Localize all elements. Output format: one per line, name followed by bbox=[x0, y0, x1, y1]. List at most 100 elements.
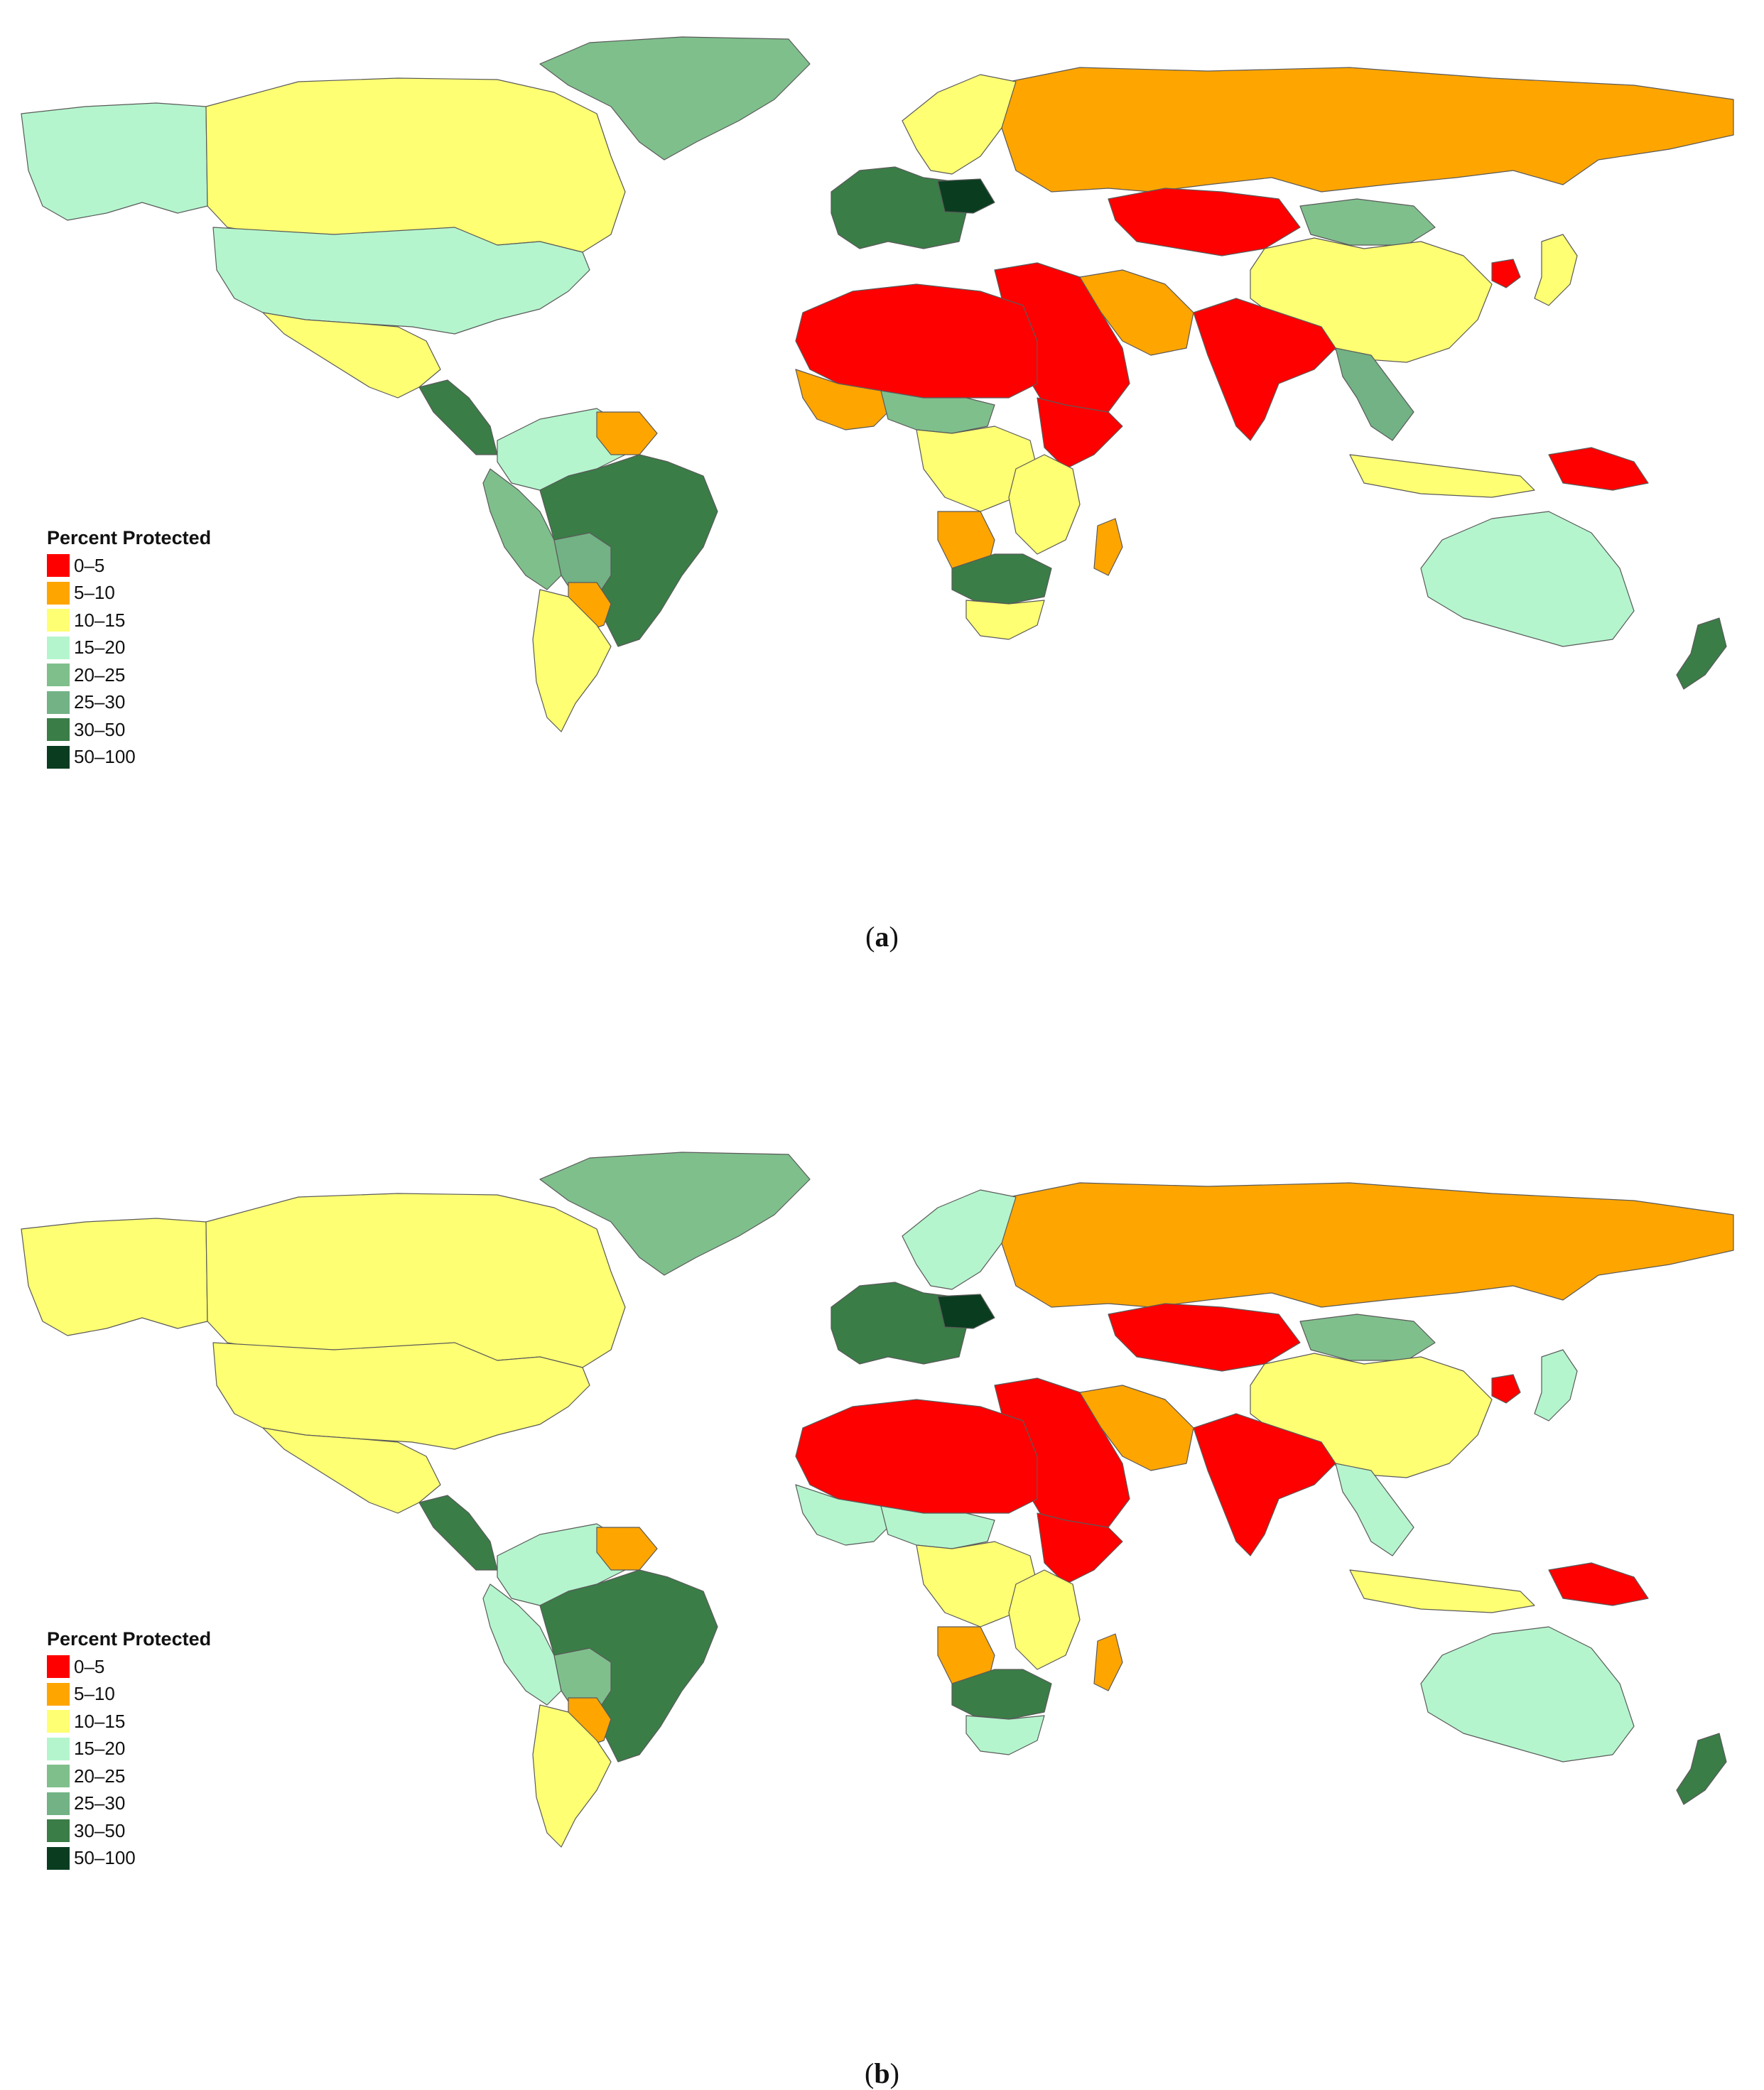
panel-caption-a: (a) bbox=[865, 921, 899, 953]
legend-item: 30–50 bbox=[47, 1817, 211, 1845]
region-madagascar bbox=[1093, 1633, 1123, 1691]
legend-item: 5–10 bbox=[47, 1681, 211, 1709]
region-horn-of-africa bbox=[1037, 1512, 1123, 1585]
region-russia bbox=[1001, 1182, 1734, 1308]
region-guianas bbox=[596, 411, 658, 455]
legend-item: 30–50 bbox=[47, 716, 211, 744]
region-argentina bbox=[532, 1704, 612, 1848]
legend-item: 25–30 bbox=[47, 1790, 211, 1818]
legend-swatch bbox=[47, 1655, 70, 1679]
region-mongolia bbox=[1299, 198, 1436, 246]
region-west-africa bbox=[795, 1484, 889, 1546]
region-argentina bbox=[532, 589, 612, 732]
region-east-africa bbox=[1008, 1569, 1081, 1670]
region-guianas bbox=[596, 1527, 658, 1571]
region-south-asia bbox=[1193, 1413, 1336, 1556]
region-bolivia bbox=[553, 1647, 612, 1713]
region-north-africa bbox=[795, 283, 1038, 399]
legend-label: 5–10 bbox=[74, 1683, 115, 1705]
legend-a: Percent Protected 0–5 5–10 10–15 15–20 20–25… bbox=[47, 527, 211, 771]
legend-item: 15–20 bbox=[47, 634, 211, 662]
region-new-guinea bbox=[1548, 447, 1649, 491]
region-iran bbox=[1079, 269, 1194, 356]
panel-label: a bbox=[875, 921, 889, 953]
region-bolivia bbox=[553, 532, 612, 597]
region-japan bbox=[1534, 234, 1578, 306]
legend-swatch bbox=[47, 1819, 70, 1843]
legend-label: 10–15 bbox=[74, 1710, 126, 1732]
legend-label: 20–25 bbox=[74, 1765, 126, 1787]
legend-swatch bbox=[47, 1765, 70, 1788]
legend-label: 0–5 bbox=[74, 1655, 105, 1677]
legend-title: Percent Protected bbox=[47, 527, 212, 548]
region-alaska bbox=[21, 102, 208, 221]
region-peru-ecuador bbox=[482, 468, 562, 590]
region-indonesia bbox=[1349, 454, 1535, 498]
region-southeast-asia bbox=[1335, 347, 1414, 441]
legend-swatch bbox=[47, 636, 70, 659]
panel-caption-b: (b) bbox=[865, 2057, 899, 2089]
legend-swatch bbox=[47, 554, 70, 578]
region-south-asia bbox=[1193, 298, 1336, 441]
region-sahel bbox=[880, 1505, 995, 1549]
region-sahel bbox=[880, 390, 995, 434]
region-alaska bbox=[21, 1218, 208, 1336]
map-panel-b: Percent Protected 0–5 5–10 10–15 15–20 20–25… bbox=[0, 1115, 1764, 2089]
region-australia bbox=[1420, 511, 1635, 647]
legend-item: 50–100 bbox=[47, 1845, 211, 1873]
region-scandinavia bbox=[902, 1189, 1017, 1290]
map-panel-a: Percent Protected 0–5 5–10 10–15 15–20 20–25… bbox=[0, 0, 1764, 1030]
legend-item: 0–5 bbox=[47, 1653, 211, 1681]
legend-label: 0–5 bbox=[74, 554, 105, 576]
legend-item: 10–15 bbox=[47, 1708, 211, 1736]
legend-label: 50–100 bbox=[74, 1847, 136, 1869]
region-southern-africa bbox=[951, 1669, 1052, 1720]
region-southeast-asia bbox=[1335, 1463, 1414, 1556]
region-south-africa bbox=[965, 600, 1045, 640]
legend-swatch bbox=[47, 718, 70, 742]
legend-item: 0–5 bbox=[47, 552, 211, 580]
region-indonesia bbox=[1349, 1569, 1535, 1613]
region-horn-of-africa bbox=[1037, 397, 1123, 470]
region-korea-north bbox=[1491, 1374, 1521, 1404]
legend-swatch bbox=[47, 745, 70, 769]
region-mongolia bbox=[1299, 1314, 1436, 1361]
legend-swatch bbox=[47, 1682, 70, 1706]
legend-swatch bbox=[47, 609, 70, 632]
region-scandinavia bbox=[902, 74, 1017, 175]
legend-label: 25–30 bbox=[74, 1792, 126, 1814]
region-canada bbox=[205, 77, 626, 253]
region-usa bbox=[212, 1342, 590, 1450]
region-australia bbox=[1420, 1626, 1635, 1763]
region-new-zealand bbox=[1676, 617, 1727, 690]
region-usa bbox=[212, 227, 590, 335]
region-japan bbox=[1534, 1349, 1578, 1422]
legend-swatch bbox=[47, 1846, 70, 1870]
legend-swatch bbox=[47, 691, 70, 714]
region-poland bbox=[937, 1294, 995, 1329]
legend-swatch bbox=[47, 1792, 70, 1815]
legend-items: 0–5 5–10 10–15 15–20 20–25 25–30 30–50 50–100 bbox=[47, 1653, 211, 1872]
region-west-africa bbox=[795, 369, 889, 431]
region-peru-ecuador bbox=[482, 1583, 562, 1706]
region-central-america bbox=[418, 1495, 498, 1571]
region-new-guinea bbox=[1548, 1562, 1649, 1606]
region-canada bbox=[205, 1193, 626, 1368]
region-russia bbox=[1001, 67, 1734, 193]
legend-item: 20–25 bbox=[47, 661, 211, 689]
world-map-a bbox=[21, 36, 1734, 732]
legend-label: 15–20 bbox=[74, 1738, 126, 1760]
legend-swatch bbox=[47, 664, 70, 687]
region-west-europe bbox=[830, 166, 967, 249]
legend-label: 30–50 bbox=[74, 718, 126, 740]
legend-items: 0–5 5–10 10–15 15–20 20–25 25–30 30–50 50–100 bbox=[47, 552, 211, 771]
legend-label: 15–20 bbox=[74, 637, 126, 659]
legend-label: 50–100 bbox=[74, 746, 136, 768]
region-iran bbox=[1079, 1385, 1194, 1471]
region-new-zealand bbox=[1676, 1733, 1727, 1805]
legend-item: 10–15 bbox=[47, 607, 211, 634]
legend-swatch bbox=[47, 1710, 70, 1733]
legend-swatch bbox=[47, 581, 70, 605]
legend-swatch bbox=[47, 1737, 70, 1760]
legend-item: 25–30 bbox=[47, 689, 211, 717]
